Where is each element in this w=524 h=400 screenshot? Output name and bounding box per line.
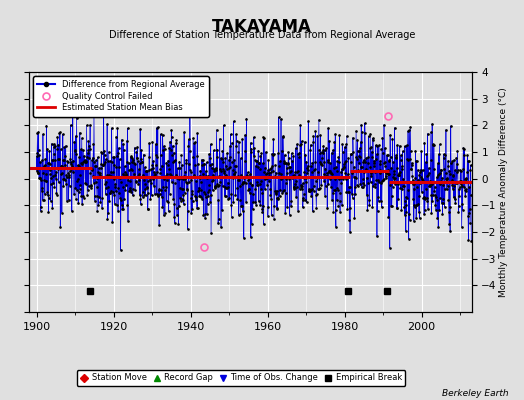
Text: Berkeley Earth: Berkeley Earth [442, 389, 508, 398]
Text: Difference of Station Temperature Data from Regional Average: Difference of Station Temperature Data f… [109, 30, 415, 40]
Text: TAKAYAMA: TAKAYAMA [212, 18, 312, 36]
Legend: Difference from Regional Average, Quality Control Failed, Estimated Station Mean: Difference from Regional Average, Qualit… [33, 76, 209, 116]
Legend: Station Move, Record Gap, Time of Obs. Change, Empirical Break: Station Move, Record Gap, Time of Obs. C… [77, 370, 406, 386]
Y-axis label: Monthly Temperature Anomaly Difference (°C): Monthly Temperature Anomaly Difference (… [499, 87, 508, 297]
